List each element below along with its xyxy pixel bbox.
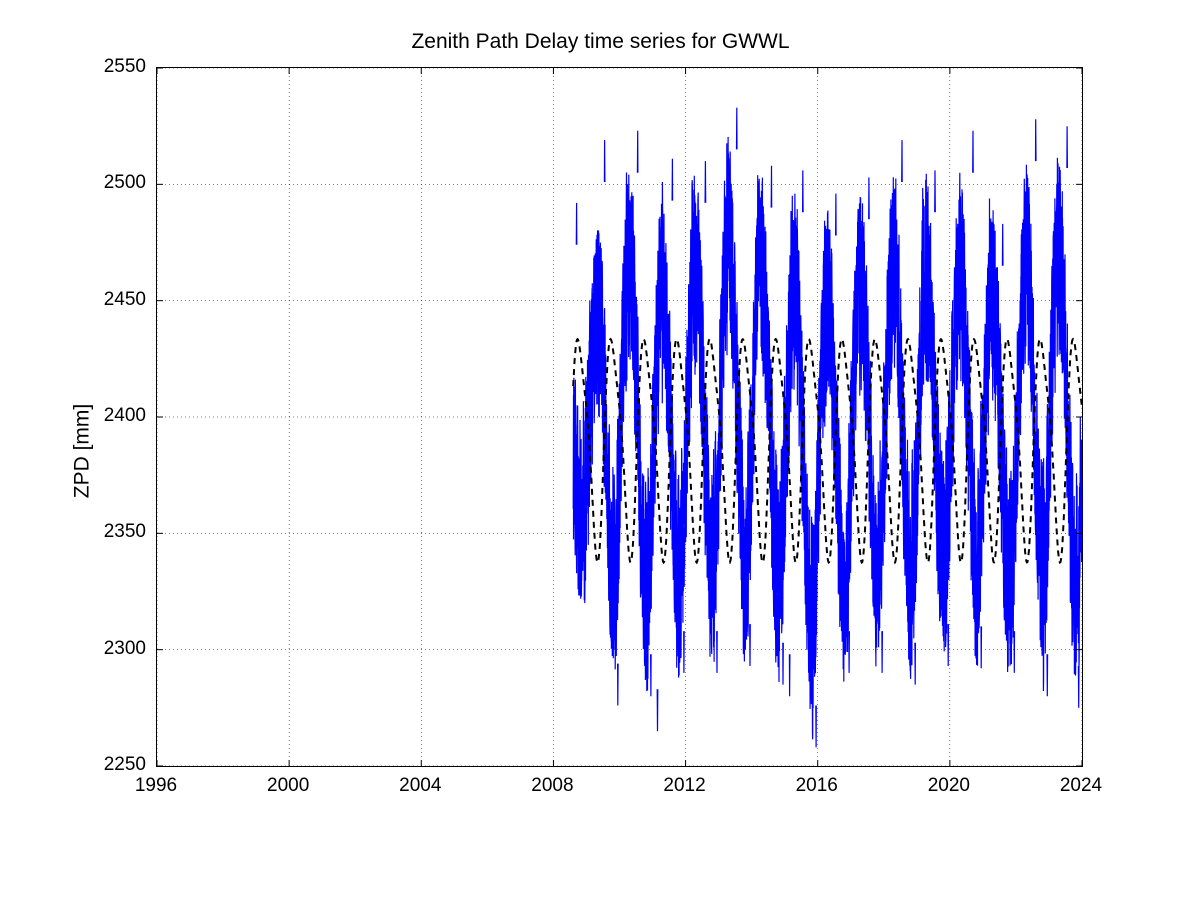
y-tick-label: 2250	[104, 754, 146, 776]
chart-title: Zenith Path Delay time series for GWWL	[0, 30, 1201, 54]
plot-area	[156, 67, 1083, 767]
y-tick-label: 2550	[104, 56, 146, 78]
y-tick-label: 2500	[104, 172, 146, 194]
x-tick-label: 2004	[399, 775, 441, 797]
y-tick-label: 2450	[104, 289, 146, 311]
x-tick-label: 1996	[135, 775, 177, 797]
x-tick-label: 2008	[531, 775, 573, 797]
y-tick-label: 2300	[104, 638, 146, 660]
zpd-raw-line	[573, 108, 1082, 748]
x-tick-label: 2000	[267, 775, 309, 797]
y-axis-label: ZPD [mm]	[70, 403, 94, 498]
x-tick-label: 2012	[663, 775, 705, 797]
plot-svg	[157, 68, 1082, 766]
y-tick-label: 2400	[104, 405, 146, 427]
y-tick-label: 2350	[104, 521, 146, 543]
x-tick-label: 2024	[1060, 775, 1102, 797]
x-tick-label: 2016	[796, 775, 838, 797]
data-series-line	[573, 108, 1082, 748]
chart-container: Zenith Path Delay time series for GWWL Z…	[0, 0, 1201, 901]
x-tick-label: 2020	[928, 775, 970, 797]
